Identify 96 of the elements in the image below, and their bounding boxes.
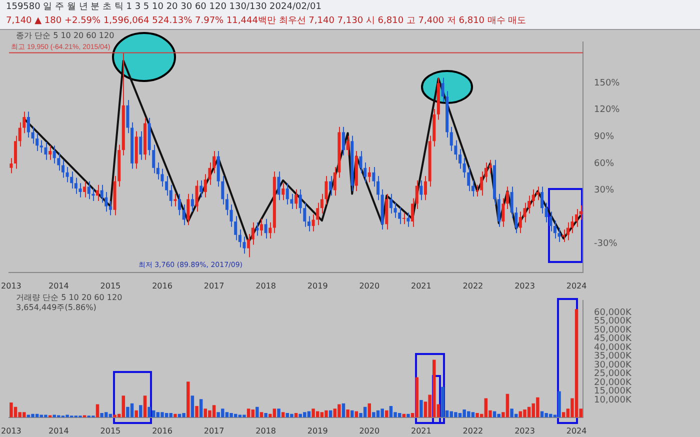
bar: [122, 396, 126, 418]
bar: [246, 408, 250, 418]
bar: [264, 413, 268, 418]
annotation: 거래량 단순 5 10 20 60 120: [16, 293, 122, 303]
text: 159580 일 주 월 년 분 초 틱 1 3 5 10 20 30 60 120 130/130 2024/02/01: [6, 1, 322, 14]
bar: [139, 405, 142, 418]
y-tick-label: 45,000K: [594, 334, 632, 344]
x-tick-label: 2017: [204, 426, 224, 436]
bar: [312, 408, 315, 418]
bar: [186, 382, 190, 418]
y-tick-label: 60%: [594, 158, 614, 169]
bar: [506, 394, 510, 418]
x-tick-label: 2022: [462, 426, 484, 436]
y-tick-label: 50,000K: [594, 325, 632, 336]
y-tick-label: -30%: [594, 239, 618, 250]
x-tick-label: 2014: [48, 281, 69, 290]
x-tick-label: 2016: [152, 281, 172, 290]
bar: [190, 396, 194, 418]
x-tick-label: 2023: [514, 426, 535, 436]
bar: [204, 408, 208, 418]
x-tick-label: 2022: [462, 281, 484, 290]
y-tick-label: 120%: [594, 105, 620, 116]
x-tick-label: 2024: [566, 281, 587, 290]
bar: [484, 398, 488, 418]
bar: [160, 412, 164, 418]
bar: [10, 402, 13, 418]
y-tick-label: 55,000K: [594, 316, 632, 327]
bar: [389, 406, 393, 418]
x-tick-label: 2017: [204, 281, 224, 290]
bar: [476, 413, 479, 418]
bar: [182, 413, 186, 418]
x-tick-label: 2014: [48, 426, 69, 436]
y-tick-label: 60,000K: [594, 308, 632, 318]
x-tick-label: 2018: [256, 426, 276, 436]
y-tick-label: 30%: [594, 186, 614, 196]
bar: [342, 403, 346, 418]
x-tick-label: 2019: [307, 426, 328, 436]
bar: [256, 406, 259, 418]
bar: [432, 360, 436, 418]
x-tick-label: 2019: [307, 281, 328, 290]
bar: [558, 391, 561, 418]
text: 7,140 ▲ 180 +2.59% 1,596,064 524.13% 7.97% 11,444백만 최우선 7,140 7,130 시 6,810 고 7,400 저 6,810 매수 매도: [6, 15, 528, 28]
x-tick-label: 2013: [1, 281, 22, 290]
x-tick-label: 2021: [410, 426, 432, 436]
bar: [130, 403, 134, 418]
bar: [574, 309, 578, 418]
bar: [212, 405, 216, 418]
bar: [441, 386, 444, 418]
x-tick-label: 2021: [410, 281, 432, 290]
y-tick-label: 25,000K: [594, 369, 632, 380]
bar: [368, 403, 371, 418]
bar: [174, 414, 177, 418]
y-tick-label: 20,000K: [594, 378, 632, 388]
bar: [536, 397, 540, 418]
bar: [324, 410, 328, 418]
y-tick-label: 150%: [594, 78, 620, 88]
bar: [230, 413, 233, 418]
x-tick-label: 2018: [256, 281, 276, 290]
bar: [372, 412, 376, 418]
bar: [148, 406, 151, 418]
bar: [523, 410, 526, 418]
y-tick-label: 30,000K: [594, 360, 632, 370]
x-tick-label: 2015: [100, 426, 121, 436]
x-tick-label: 2023: [514, 281, 535, 290]
bar: [385, 410, 388, 418]
x-tick-label: 2020: [359, 426, 380, 436]
y-tick-label: 35,000K: [594, 352, 632, 362]
bar: [143, 396, 147, 418]
bar: [126, 406, 130, 418]
bar: [415, 377, 418, 418]
x-tick-label: 2024: [566, 426, 587, 436]
bar: [277, 408, 280, 418]
bar: [380, 408, 384, 418]
bar: [290, 414, 294, 418]
bar: [251, 410, 254, 418]
bar: [454, 412, 458, 418]
y-tick-label: 10,000K: [594, 395, 632, 406]
bar: [272, 408, 276, 418]
x-tick-label: 2020: [359, 281, 380, 290]
annotation: 3,654,449주(5.86%): [16, 303, 98, 313]
x-tick-label: 2015: [100, 281, 121, 290]
bar: [31, 414, 34, 418]
y-tick-label: 40,000K: [594, 342, 632, 353]
bar: [497, 414, 500, 418]
x-tick-label: 2013: [1, 426, 22, 436]
bar: [195, 406, 198, 418]
bar: [510, 408, 514, 418]
text: 종가 단순 5 10 20 60 120: [16, 31, 114, 41]
bar: [134, 410, 138, 418]
y-tick-label: 90%: [594, 132, 614, 142]
bar: [346, 410, 350, 418]
y-tick-label: 15,000K: [594, 386, 632, 397]
x-tick-label: 2016: [152, 426, 172, 436]
bar: [199, 399, 203, 418]
bar: [406, 414, 410, 418]
bar: [420, 400, 423, 418]
